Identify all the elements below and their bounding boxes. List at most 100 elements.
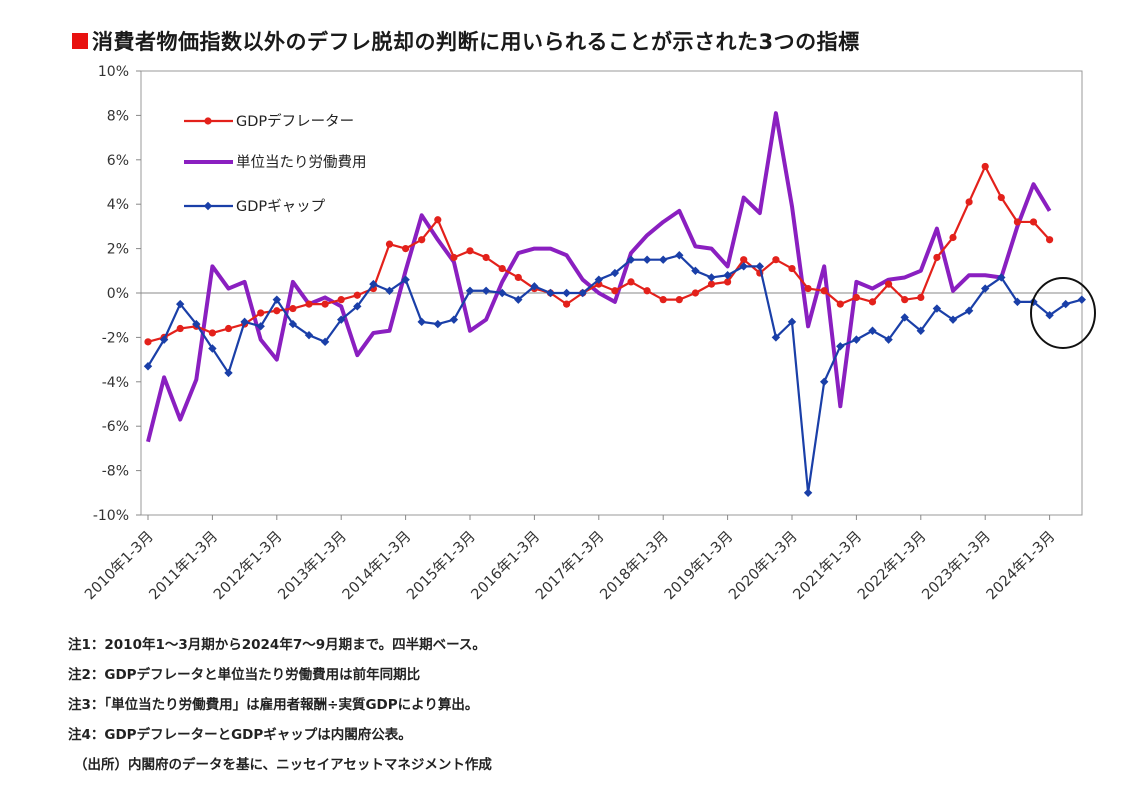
data-point <box>627 278 635 286</box>
y-tick-label: 2% <box>107 242 129 258</box>
title-marker-square <box>72 33 88 49</box>
data-point <box>465 286 475 295</box>
data-point <box>1046 236 1054 244</box>
data-point <box>433 319 442 329</box>
data-point <box>434 216 442 224</box>
data-point <box>643 287 651 295</box>
chart-title-row: 消費者物価指数以外のデフレ脱却の判断に用いられることが示された3つの指標 <box>72 26 860 56</box>
data-point <box>1077 295 1086 304</box>
y-tick-label: 4% <box>107 197 129 213</box>
y-tick-label: -10% <box>93 508 129 524</box>
data-point <box>482 253 490 262</box>
line-chart: -10% -8% -6% -4% -2% 0% 2% 4% 6% 8% 10% 2010年1-3月2… <box>81 64 1096 603</box>
series-0 <box>144 162 1054 346</box>
data-point <box>772 256 780 264</box>
data-point <box>449 315 459 324</box>
data-point <box>401 275 410 284</box>
data-point <box>257 309 265 317</box>
data-point <box>691 289 700 297</box>
note-4: 注4：GDPデフレーターとGDPギャップは内閣府公表。 <box>68 727 412 743</box>
data-point <box>787 317 797 327</box>
data-point <box>481 286 491 295</box>
data-point <box>611 287 619 295</box>
data-point <box>885 280 893 288</box>
data-point <box>965 198 973 206</box>
series-1 <box>146 111 1052 443</box>
data-point <box>514 295 523 304</box>
data-point <box>788 264 796 273</box>
data-point <box>305 300 313 308</box>
data-point <box>288 319 298 329</box>
data-point <box>981 284 990 293</box>
data-point <box>192 319 201 329</box>
data-point <box>256 322 265 331</box>
data-point <box>385 240 394 248</box>
notes-block: 注1：2010年1〜3月期から2024年7〜9月期まで。四半期ベース。 注2：G… <box>68 632 492 782</box>
data-point <box>1013 218 1022 226</box>
data-point <box>610 268 620 278</box>
x-axis-tick-labels: 2010年1-3月2011年1-3月2012年1-3月2013年1-3月2014… <box>81 528 1058 603</box>
data-point <box>900 313 909 322</box>
data-point <box>208 329 216 337</box>
data-point <box>852 293 861 302</box>
data-point <box>948 315 958 324</box>
note-3: 注3：「単位当たり労働費用」は雇用者報酬÷実質GDPにより算出。 <box>68 697 479 713</box>
legend-item-2: GDPギャップ <box>184 198 326 215</box>
series-line <box>146 111 1052 443</box>
x-tick-label: 2024年1-3月 <box>983 528 1058 603</box>
data-point <box>466 247 474 255</box>
data-point <box>578 288 587 298</box>
legend-label: GDPデフレーター <box>236 112 354 130</box>
chart-axes <box>136 70 1083 520</box>
data-point <box>273 307 281 315</box>
data-point <box>546 288 555 298</box>
data-point <box>562 288 571 298</box>
data-point <box>176 299 185 309</box>
data-point <box>402 245 410 253</box>
data-point <box>450 253 458 262</box>
data-point <box>1029 218 1038 226</box>
data-point <box>337 315 346 324</box>
data-point <box>724 278 732 286</box>
data-point <box>240 317 249 327</box>
data-point <box>803 488 813 497</box>
data-point <box>224 368 233 378</box>
data-point <box>804 284 812 293</box>
y-tick-label: -2% <box>102 330 129 346</box>
data-point <box>820 377 829 386</box>
data-point <box>144 338 152 346</box>
data-point <box>997 193 1005 202</box>
series-2 <box>143 251 1086 497</box>
data-point <box>836 300 844 308</box>
data-point <box>755 262 764 271</box>
data-point <box>884 335 893 344</box>
data-point <box>964 306 974 315</box>
data-point <box>337 296 345 304</box>
data-point <box>739 262 748 271</box>
data-point <box>642 255 652 264</box>
data-point <box>836 342 845 351</box>
source-note: （出所）内閣府のデータを基に、ニッセイアセットマネジメント作成 <box>74 757 492 773</box>
series-layer <box>143 111 1086 497</box>
data-point <box>385 286 394 295</box>
y-tick-label: 8% <box>107 108 129 124</box>
data-point <box>369 279 378 289</box>
data-point <box>707 273 716 282</box>
data-point <box>321 300 329 308</box>
data-point <box>353 302 362 311</box>
legend-marker <box>204 117 212 125</box>
data-point <box>176 324 184 333</box>
data-point <box>272 295 281 304</box>
legend-item-0: GDPデフレーター <box>184 112 354 130</box>
data-point <box>916 326 925 335</box>
data-point <box>997 273 1006 282</box>
data-point <box>675 251 684 260</box>
y-tick-label: 0% <box>107 286 129 302</box>
highlight-circle <box>1030 277 1096 349</box>
series-line <box>147 165 1051 343</box>
data-point <box>933 253 941 262</box>
chart-title: 消費者物価指数以外のデフレ脱却の判断に用いられることが示された3つの指標 <box>92 30 860 54</box>
data-point <box>498 264 506 273</box>
y-tick-label: -4% <box>102 375 129 391</box>
